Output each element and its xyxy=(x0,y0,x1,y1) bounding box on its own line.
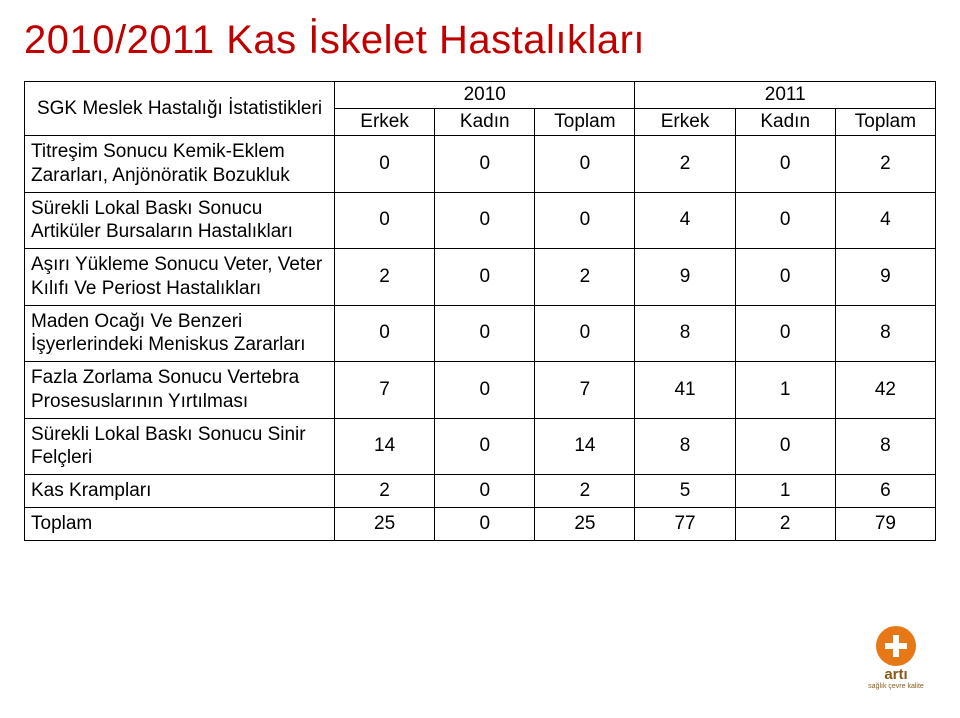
cell: 9 xyxy=(635,249,735,306)
cell: 0 xyxy=(435,136,535,193)
cell: 0 xyxy=(535,305,635,362)
table-row: Titreşim Sonucu Kemik-Eklem Zararları, A… xyxy=(25,136,936,193)
cell: 0 xyxy=(335,192,435,249)
cell: 2 xyxy=(735,507,835,540)
cell: 0 xyxy=(435,507,535,540)
cell: 5 xyxy=(635,475,735,508)
logo-sub: sağlık çevre kalite xyxy=(858,683,934,690)
cell: 0 xyxy=(435,362,535,419)
sub-header: Toplam xyxy=(535,109,635,136)
cell: 2 xyxy=(335,475,435,508)
cell: 2 xyxy=(635,136,735,193)
table-row: Sürekli Lokal Baskı Sonucu Artiküler Bur… xyxy=(25,192,936,249)
table-corner-label: SGK Meslek Hastalığı İstatistikleri xyxy=(25,82,335,136)
cell: 0 xyxy=(435,249,535,306)
sub-header: Kadın xyxy=(735,109,835,136)
cell: 25 xyxy=(535,507,635,540)
row-label: Kas Krampları xyxy=(25,475,335,508)
cell: 41 xyxy=(635,362,735,419)
cell: 8 xyxy=(835,418,935,475)
cell: 8 xyxy=(835,305,935,362)
cell: 0 xyxy=(735,136,835,193)
plus-icon xyxy=(876,626,916,666)
cell: 0 xyxy=(435,475,535,508)
cell: 0 xyxy=(735,305,835,362)
row-label: Toplam xyxy=(25,507,335,540)
cell: 0 xyxy=(435,305,535,362)
cell: 4 xyxy=(835,192,935,249)
cell: 8 xyxy=(635,418,735,475)
page-title: 2010/2011 Kas İskelet Hastalıkları xyxy=(24,18,936,63)
sub-header: Toplam xyxy=(835,109,935,136)
row-label: Sürekli Lokal Baskı Sonucu Sinir Felçler… xyxy=(25,418,335,475)
cell: 0 xyxy=(435,418,535,475)
cell: 14 xyxy=(335,418,435,475)
cell: 8 xyxy=(635,305,735,362)
row-label: Fazla Zorlama Sonucu Vertebra Prosesusla… xyxy=(25,362,335,419)
table-year-header-row: SGK Meslek Hastalığı İstatistikleri 2010… xyxy=(25,82,936,109)
cell: 2 xyxy=(335,249,435,306)
logo-name: artı xyxy=(858,666,934,683)
cell: 77 xyxy=(635,507,735,540)
cell: 2 xyxy=(535,475,635,508)
table-row: Kas Krampları 2 0 2 5 1 6 xyxy=(25,475,936,508)
cell: 1 xyxy=(735,362,835,419)
table-row: Maden Ocağı Ve Benzeri İşyerlerindeki Me… xyxy=(25,305,936,362)
cell: 0 xyxy=(335,136,435,193)
cell: 0 xyxy=(535,136,635,193)
cell: 2 xyxy=(835,136,935,193)
cell: 0 xyxy=(335,305,435,362)
sub-header: Erkek xyxy=(635,109,735,136)
sub-header: Erkek xyxy=(335,109,435,136)
row-label: Aşırı Yükleme Sonucu Veter, Veter Kılıfı… xyxy=(25,249,335,306)
cell: 2 xyxy=(535,249,635,306)
cell: 25 xyxy=(335,507,435,540)
cell: 9 xyxy=(835,249,935,306)
cell: 79 xyxy=(835,507,935,540)
cell: 0 xyxy=(535,192,635,249)
table-row: Sürekli Lokal Baskı Sonucu Sinir Felçler… xyxy=(25,418,936,475)
cell: 42 xyxy=(835,362,935,419)
cell: 0 xyxy=(735,192,835,249)
table-row: Aşırı Yükleme Sonucu Veter, Veter Kılıfı… xyxy=(25,249,936,306)
year-header-2010: 2010 xyxy=(335,82,635,109)
sub-header: Kadın xyxy=(435,109,535,136)
year-header-2011: 2011 xyxy=(635,82,936,109)
row-label: Titreşim Sonucu Kemik-Eklem Zararları, A… xyxy=(25,136,335,193)
cell: 4 xyxy=(635,192,735,249)
cell: 14 xyxy=(535,418,635,475)
cell: 0 xyxy=(435,192,535,249)
cell: 7 xyxy=(335,362,435,419)
row-label: Sürekli Lokal Baskı Sonucu Artiküler Bur… xyxy=(25,192,335,249)
cell: 6 xyxy=(835,475,935,508)
logo: artı sağlık çevre kalite xyxy=(858,626,934,682)
cell: 7 xyxy=(535,362,635,419)
table-row: Fazla Zorlama Sonucu Vertebra Prosesusla… xyxy=(25,362,936,419)
cell: 1 xyxy=(735,475,835,508)
table-row: Toplam 25 0 25 77 2 79 xyxy=(25,507,936,540)
cell: 0 xyxy=(735,418,835,475)
data-table: SGK Meslek Hastalığı İstatistikleri 2010… xyxy=(24,81,936,541)
row-label: Maden Ocağı Ve Benzeri İşyerlerindeki Me… xyxy=(25,305,335,362)
cell: 0 xyxy=(735,249,835,306)
